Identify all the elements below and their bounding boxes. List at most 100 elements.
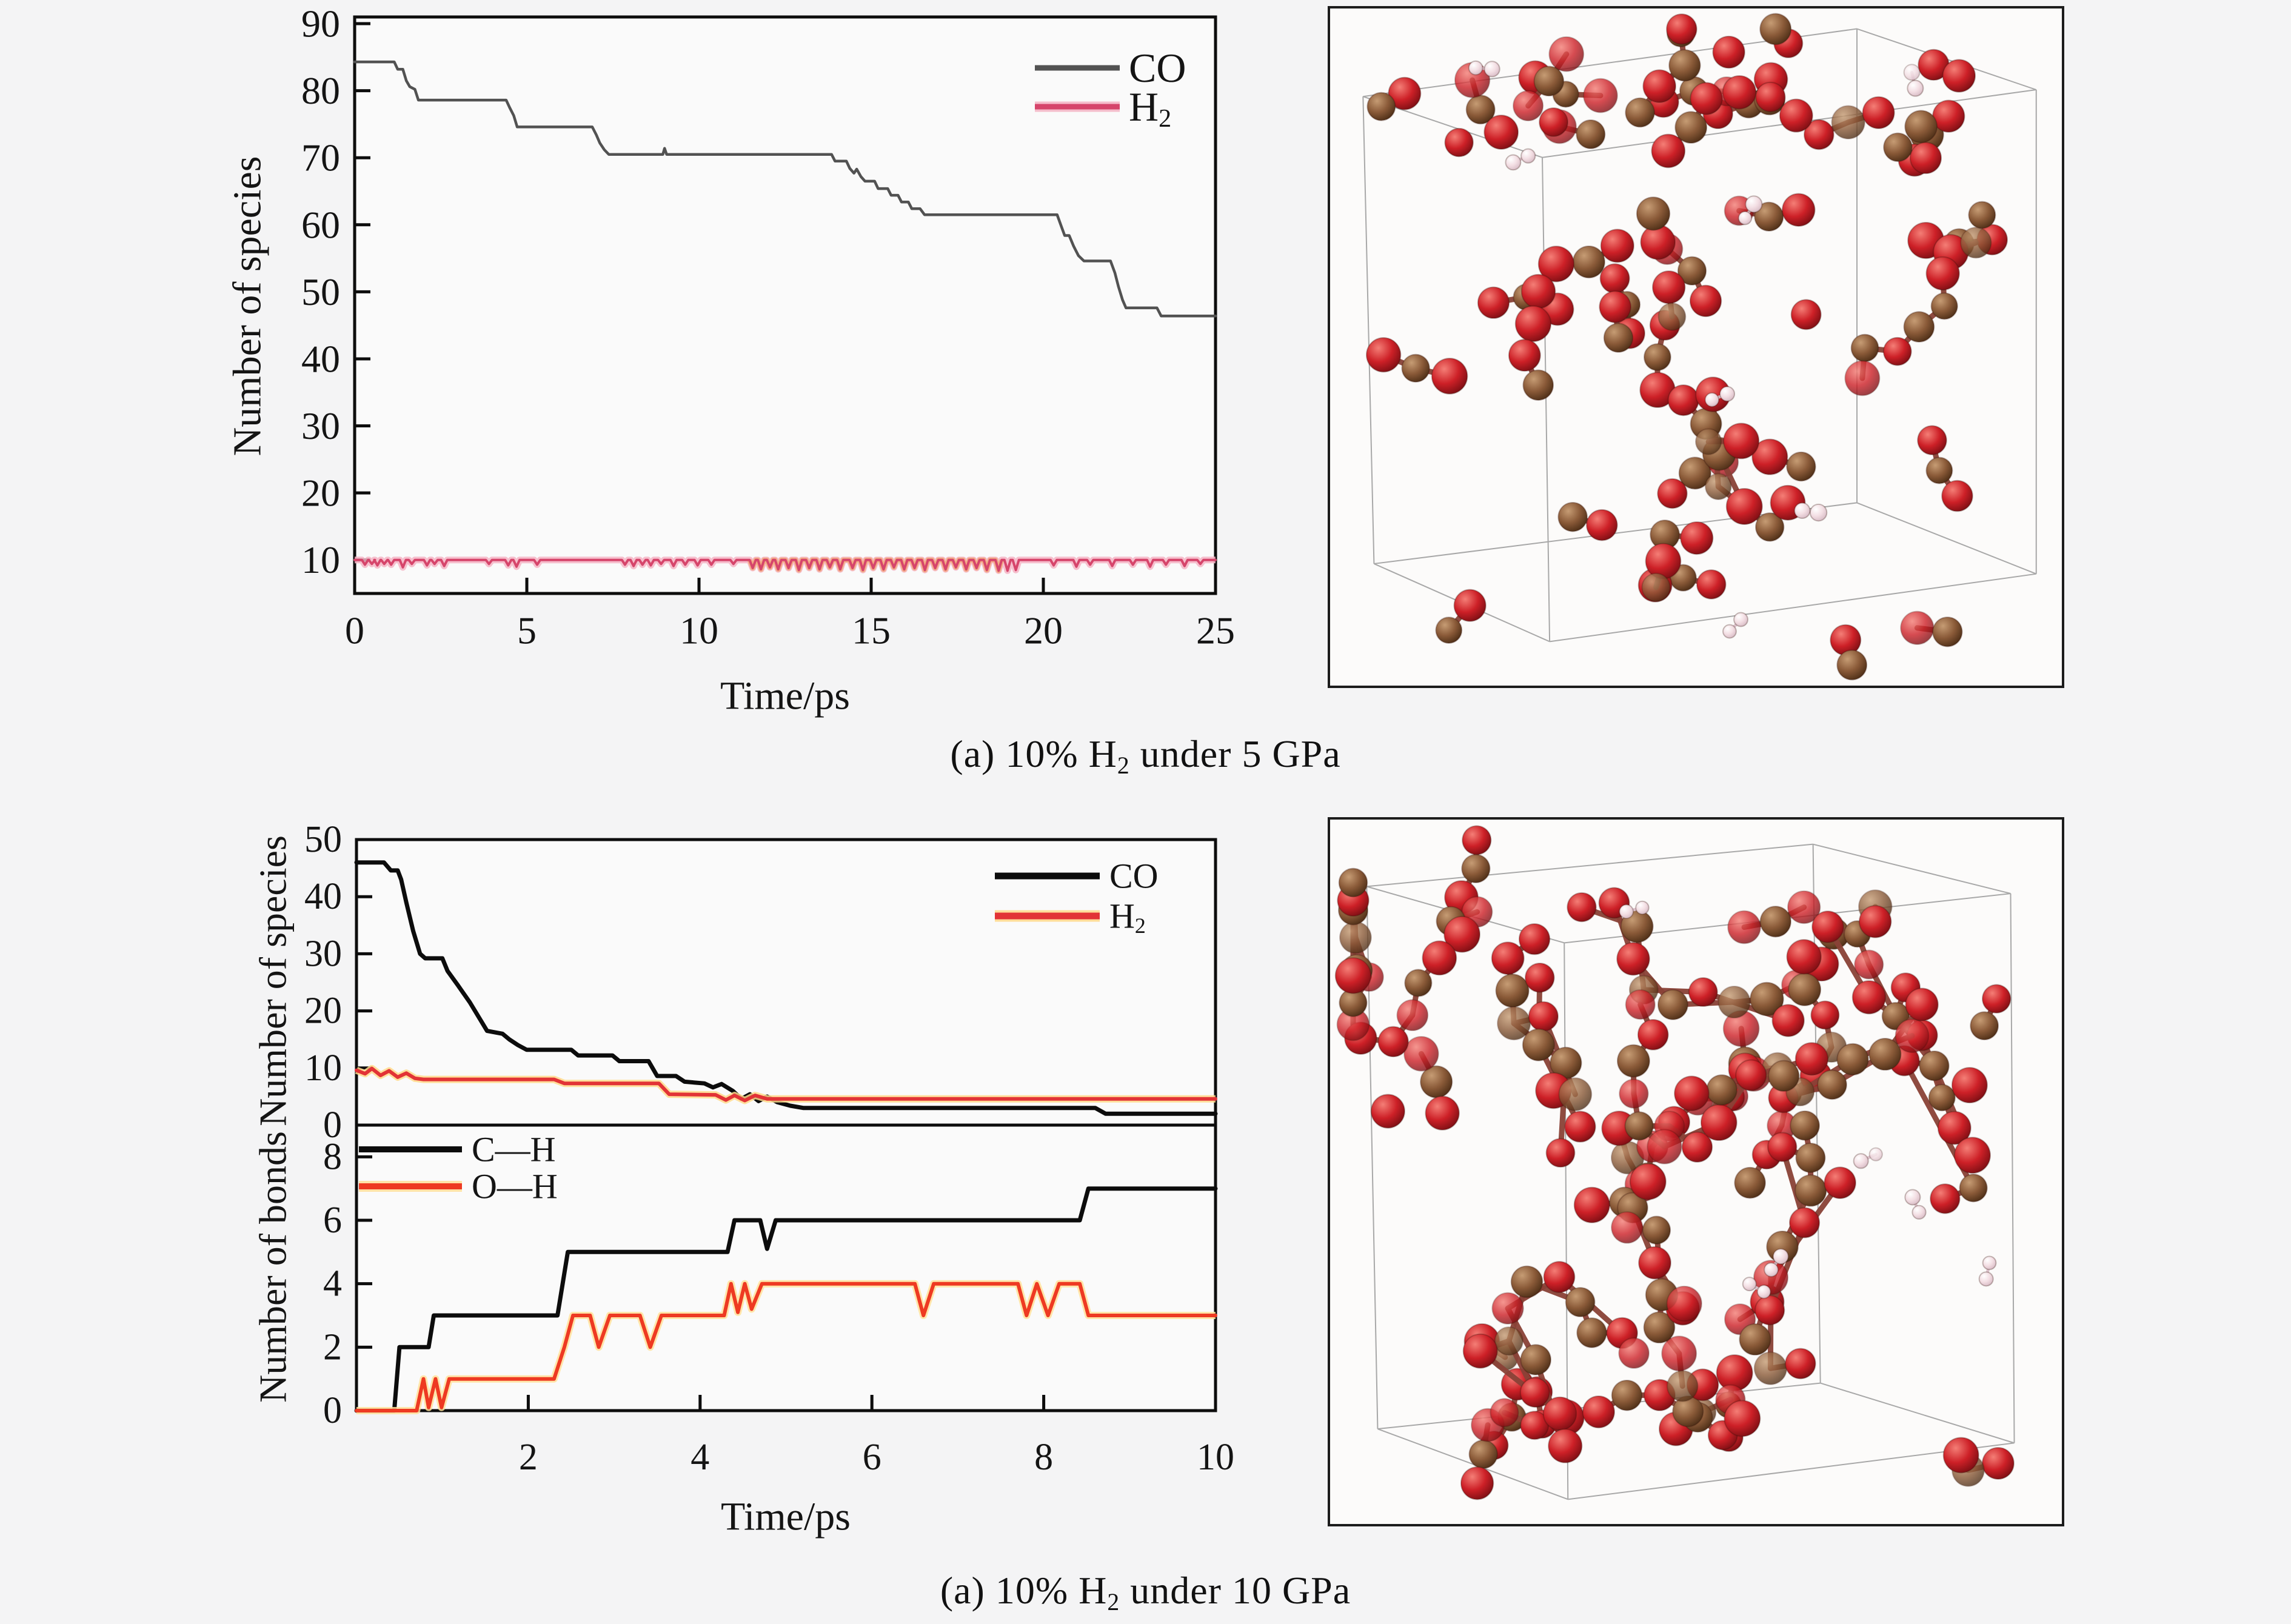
o-atom	[1583, 78, 1618, 113]
o-atom	[1779, 98, 1813, 133]
chart-bonds: 0 2 4 6 8 2 4 6 8 10 Number of bonds Time/ps C—HO—H	[252, 1123, 1234, 1539]
y-tick-label: 0	[323, 1390, 342, 1431]
o-atom	[1953, 1137, 1991, 1174]
o-atom	[1645, 543, 1682, 580]
o-atom	[1790, 299, 1822, 330]
h-atom	[1520, 148, 1536, 164]
c-atom	[1576, 119, 1606, 150]
y-tick-label: 4	[323, 1263, 342, 1305]
caption-text: under 10 GPa	[1120, 1569, 1351, 1612]
c-atom	[1794, 1174, 1827, 1207]
c-atom	[1611, 1379, 1643, 1411]
c-atom	[1616, 1044, 1650, 1078]
c-atom	[1674, 111, 1708, 144]
caption-text: (a) 10% H	[940, 1569, 1108, 1612]
x-tick-label: 4	[691, 1437, 709, 1478]
molecule-cluster	[1844, 256, 1960, 396]
o-atom	[1582, 1395, 1616, 1429]
o-atom	[1727, 910, 1761, 944]
o-atom	[1642, 69, 1676, 103]
h-atom	[1911, 1205, 1927, 1220]
o-atom	[1651, 133, 1686, 169]
box-edge	[1377, 1428, 1568, 1500]
o-atom	[1981, 1446, 2015, 1480]
molecule-cluster	[1625, 13, 1701, 128]
o-atom	[1905, 987, 1939, 1021]
o-atom	[1537, 246, 1575, 282]
molecule-cluster	[1462, 1261, 1638, 1463]
molecule-cluster	[1904, 1189, 1927, 1220]
o-atom	[1895, 1018, 1930, 1054]
o-atom	[1422, 940, 1457, 976]
o-atom	[1781, 193, 1816, 227]
c-atom	[1468, 1439, 1498, 1469]
c-atom	[1925, 456, 1953, 484]
molecule-cluster	[1942, 1437, 1979, 1474]
o-atom	[1900, 610, 1935, 646]
c-atom	[1788, 972, 1822, 1006]
h-atom	[1903, 64, 1921, 81]
y-tick-label: 20	[301, 472, 340, 515]
o-atom	[1453, 589, 1487, 622]
c-atom	[1831, 105, 1865, 139]
molecule-cluster	[1904, 110, 1938, 144]
o-atom	[1787, 890, 1821, 924]
o-atom	[1917, 425, 1947, 455]
o-atom	[1712, 35, 1745, 69]
h-atom	[1904, 1189, 1921, 1206]
o-atom	[1444, 127, 1474, 158]
y-tick-label: 30	[304, 933, 342, 974]
c-atom	[1510, 1265, 1543, 1298]
molecule-cluster	[1830, 624, 1868, 681]
c-atom	[1657, 302, 1687, 331]
molecule-cluster	[1611, 1211, 1644, 1244]
o-atom	[1483, 115, 1519, 150]
o-atom	[1858, 905, 1892, 938]
o-atom	[1788, 1207, 1821, 1238]
molecule-cluster	[1491, 923, 1596, 1168]
o-atom	[1951, 1067, 1988, 1104]
x-tick-label: 6	[863, 1437, 881, 1478]
o-atom	[1518, 923, 1551, 955]
o-atom	[1519, 1377, 1550, 1408]
molecule-cluster	[1652, 270, 1687, 331]
legend-label: CO	[1129, 45, 1186, 91]
c-atom	[1753, 1351, 1788, 1385]
h2-line	[353, 558, 1217, 572]
c-atom	[1960, 227, 1992, 259]
o-atom	[1431, 358, 1468, 395]
o-atom	[1462, 825, 1492, 855]
c-atom	[1624, 1111, 1654, 1141]
molecule-cluster	[1704, 386, 1736, 407]
c-atom	[1930, 292, 1958, 320]
o-atom	[1666, 13, 1697, 45]
o-atom	[1460, 1466, 1494, 1500]
molecule-cluster	[1917, 425, 1973, 512]
c-atom	[1366, 92, 1396, 121]
o-atom	[1543, 1261, 1576, 1293]
molecule-cluster	[1618, 1337, 1650, 1369]
o-atom	[1334, 957, 1372, 994]
c-atom	[1522, 369, 1554, 401]
h-atom	[1719, 386, 1736, 402]
c-atom	[1435, 617, 1463, 644]
c-atom	[1795, 1142, 1826, 1173]
c-atom	[1903, 311, 1935, 343]
c-atom	[1790, 1110, 1821, 1141]
molecule-cluster	[1599, 290, 1634, 353]
molecule-cluster	[1712, 35, 1745, 69]
c-atom	[1678, 456, 1711, 490]
c-atom	[1404, 969, 1433, 997]
c-atom	[1759, 906, 1791, 938]
molecule-cluster	[1667, 376, 1806, 542]
o-atom	[1785, 1348, 1816, 1380]
o-atom	[1942, 59, 1976, 93]
co-line	[353, 60, 1217, 318]
structure-panel-10gpa	[1328, 817, 2064, 1526]
box-edge	[1568, 1442, 2015, 1500]
o-atom	[1365, 337, 1402, 373]
chart-top: 10 20 30 40 50 60 70 80 90 0 5 10 15 20 25 Number of sp…	[226, 2, 1236, 718]
box-edge	[1542, 157, 1551, 642]
